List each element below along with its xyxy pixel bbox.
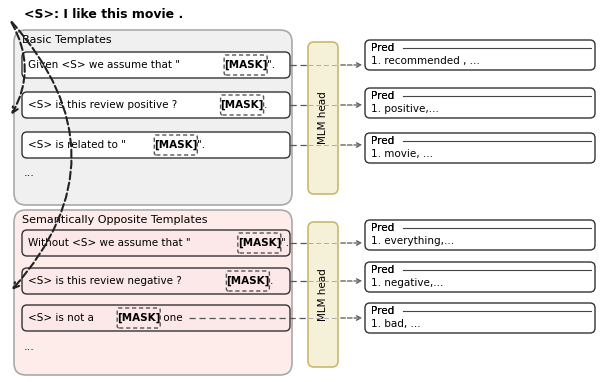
Text: ...: ...: [24, 168, 35, 178]
Text: [MASK]: [MASK]: [117, 313, 161, 323]
Text: .: .: [264, 100, 267, 110]
FancyBboxPatch shape: [22, 92, 290, 118]
Text: Basic Templates: Basic Templates: [22, 35, 112, 45]
Text: MLM head: MLM head: [318, 268, 328, 321]
Text: Pred: Pred: [371, 223, 395, 233]
Text: [MASK]: [MASK]: [238, 238, 281, 248]
Text: Pred: Pred: [371, 91, 395, 101]
FancyBboxPatch shape: [22, 132, 290, 158]
Text: Pred: Pred: [371, 265, 395, 275]
Text: Pred: Pred: [371, 306, 395, 316]
Text: [MASK]: [MASK]: [221, 100, 264, 110]
Text: ".: ".: [198, 140, 205, 150]
Text: Pred: Pred: [371, 91, 395, 101]
FancyBboxPatch shape: [365, 220, 595, 250]
Text: Pred: Pred: [371, 136, 395, 146]
Text: [MASK]: [MASK]: [226, 276, 270, 286]
Text: <S> is this review negative ?: <S> is this review negative ?: [28, 276, 182, 286]
Text: 1. movie, ...: 1. movie, ...: [371, 149, 433, 159]
FancyBboxPatch shape: [365, 262, 595, 292]
Text: Pred: Pred: [371, 43, 395, 53]
Text: Pred: Pred: [371, 223, 395, 233]
Text: Pred: Pred: [371, 265, 395, 275]
Text: Semantically Opposite Templates: Semantically Opposite Templates: [22, 215, 207, 225]
Text: one: one: [160, 313, 183, 323]
Text: Without <S> we assume that ": Without <S> we assume that ": [28, 238, 191, 248]
Text: Pred: Pred: [371, 136, 395, 146]
Text: <S>: I like this movie .: <S>: I like this movie .: [24, 8, 183, 21]
FancyBboxPatch shape: [22, 268, 290, 294]
Text: ".: ".: [281, 238, 289, 248]
Text: <S> is this review positive ?: <S> is this review positive ?: [28, 100, 177, 110]
Text: 1. positive,...: 1. positive,...: [371, 104, 439, 114]
Text: [MASK]: [MASK]: [224, 60, 267, 70]
Text: MLM head: MLM head: [318, 92, 328, 144]
FancyBboxPatch shape: [365, 133, 595, 163]
Text: 1. recommended , ...: 1. recommended , ...: [371, 56, 480, 66]
FancyBboxPatch shape: [365, 303, 595, 333]
FancyBboxPatch shape: [22, 305, 290, 331]
Text: 1. negative,...: 1. negative,...: [371, 278, 444, 288]
Text: 1. bad, ...: 1. bad, ...: [371, 319, 421, 329]
FancyBboxPatch shape: [365, 88, 595, 118]
FancyBboxPatch shape: [365, 40, 595, 70]
Text: Given <S> we assume that ": Given <S> we assume that ": [28, 60, 180, 70]
FancyBboxPatch shape: [308, 222, 338, 367]
Text: [MASK]: [MASK]: [154, 140, 198, 150]
Text: <S> is related to ": <S> is related to ": [28, 140, 126, 150]
Text: ...: ...: [24, 342, 35, 352]
FancyBboxPatch shape: [14, 210, 292, 375]
Text: ".: ".: [267, 60, 275, 70]
FancyBboxPatch shape: [22, 230, 290, 256]
Text: <S> is not a: <S> is not a: [28, 313, 97, 323]
Text: Pred: Pred: [371, 306, 395, 316]
Text: .: .: [270, 276, 273, 286]
Text: Pred: Pred: [371, 43, 395, 53]
FancyBboxPatch shape: [308, 42, 338, 194]
FancyBboxPatch shape: [22, 52, 290, 78]
FancyBboxPatch shape: [14, 30, 292, 205]
Text: 1. everything,...: 1. everything,...: [371, 236, 454, 246]
